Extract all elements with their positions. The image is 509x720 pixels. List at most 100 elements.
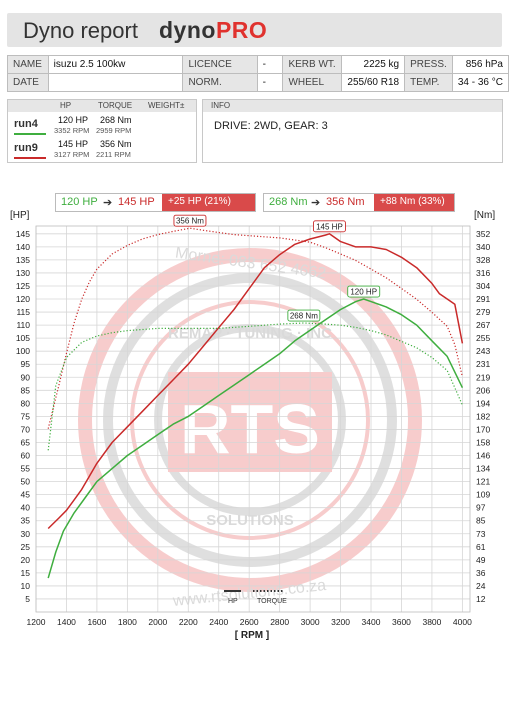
y-left-tick-label: 115 [16, 307, 30, 317]
y-right-tick-label: 340 [476, 242, 490, 252]
y-left-tick-label: 20 [21, 555, 31, 565]
y-left-tick-label: 15 [21, 568, 31, 578]
y-right-tick-label: 231 [476, 359, 490, 369]
run9-name[interactable]: run9 [14, 142, 38, 154]
chart-grid [35, 225, 471, 613]
x-tick-label: 3000 [301, 617, 320, 627]
legend-hp: HP [228, 598, 238, 605]
run9-hp-line [47, 233, 464, 530]
brand-logo: dynoPRO [159, 17, 267, 44]
torque-delta: +88 Nm (33%) [380, 196, 445, 207]
y-right-tick-label: 182 [476, 411, 490, 421]
chart-legend: HP TORQUE [224, 590, 287, 605]
torque-arrow-icon: ➔ [311, 197, 321, 209]
y-right-tick-label: 219 [476, 372, 490, 382]
col-weight-header: WEIGHT± [148, 101, 185, 110]
y-right-tick-label: 194 [476, 398, 490, 408]
press-label: PRESS. [404, 55, 453, 74]
kerb-value: 2225 kg [341, 55, 406, 74]
x-axis-label: [ RPM ] [235, 630, 269, 641]
y-right-tick-label: 304 [476, 281, 490, 291]
y-right-tick-label: 316 [476, 268, 490, 278]
x-tick-label: 2600 [240, 617, 259, 627]
torque-from: 268 Nm [269, 196, 308, 208]
run4-color-swatch [14, 133, 46, 135]
y-right-tick-label: 97 [476, 503, 486, 513]
x-tick-label: 2800 [270, 617, 289, 627]
y-left-tick-label: 50 [21, 477, 31, 487]
run9-torque: 356 Nm [100, 139, 132, 149]
y-left-tick-label: 75 [21, 411, 31, 421]
runs-panel-header [8, 100, 196, 112]
run9-color-swatch [14, 157, 46, 159]
y-left-tick-label: 70 [21, 424, 31, 434]
name-label: NAME [7, 55, 49, 74]
y-left-tick-label: 110 [16, 320, 30, 330]
vehicle-info-table: NAME isuzu 2.5 100kw LICENCE - KERB WT. … [7, 55, 509, 92]
peak-annotation-box [287, 309, 321, 322]
runs-panel: HP TORQUE WEIGHT± run4 120 HP 3352 RPM 2… [7, 99, 197, 163]
watermark-logo-text: RTS [180, 390, 320, 468]
peak-annotation-label: 268 Nm [290, 312, 318, 321]
temp-label: TEMP. [404, 73, 453, 92]
report-header: Dyno report dynoPRO [7, 13, 502, 47]
y-left-tick-label: 55 [21, 464, 31, 474]
y-left-tick-label: 10 [21, 581, 31, 591]
y-right-tick-label: 24 [476, 581, 486, 591]
date-value [47, 73, 184, 92]
norm-label: NORM. [182, 73, 258, 92]
peak-annotation-label: 145 HP [316, 222, 343, 231]
col-torque-header: TORQUE [98, 101, 133, 110]
temp-value: 34 - 36 °C [451, 73, 509, 92]
licence-value: - [256, 55, 284, 74]
run4-torque-rpm: 2959 RPM [96, 126, 132, 135]
hp-delta: +25 HP (21%) [168, 196, 231, 207]
chart-series [47, 227, 464, 579]
peak-annotation-box [347, 285, 381, 298]
y-left-tick-label: 120 [16, 294, 30, 304]
x-tick-label: 1800 [118, 617, 137, 627]
y-right-tick-label: 255 [476, 333, 490, 343]
peak-annotation-label: 356 Nm [176, 217, 204, 226]
y-right-tick-label: 267 [476, 320, 490, 330]
run4-torque: 268 Nm [100, 115, 132, 125]
y-left-tick-label: 125 [16, 281, 30, 291]
y-left-tick-label: 40 [21, 503, 31, 513]
run4-hp-line [47, 298, 464, 579]
x-tick-label: 3800 [422, 617, 441, 627]
y-left-tick-label: 145 [16, 229, 30, 239]
run4-name[interactable]: run4 [14, 118, 38, 130]
y-left-tick-label: 95 [21, 359, 31, 369]
y-left-tick-label: 100 [16, 346, 30, 356]
y-right-tick-label: 158 [476, 437, 490, 447]
name-value: isuzu 2.5 100kw [47, 55, 184, 74]
plot-area-border [35, 225, 471, 613]
wheel-label: WHEEL [282, 73, 343, 92]
x-tick-label: 1600 [87, 617, 106, 627]
y-left-tick-label: 105 [16, 333, 30, 343]
x-tick-label: 2200 [179, 617, 198, 627]
info-text: DRIVE: 2WD, GEAR: 3 [214, 120, 328, 132]
torque-to: 356 Nm [326, 196, 365, 208]
y-right-tick-label: 328 [476, 255, 490, 265]
chart-ticks: 5 12 10 24 15 36 20 49 25 61 30 73 35 85 40 97 45 109 50 12… [16, 229, 491, 627]
run9-hp: 145 HP [58, 139, 89, 149]
y-right-tick-label: 49 [476, 555, 486, 565]
hp-to: 145 HP [118, 196, 155, 208]
y-right-tick-label: 206 [476, 385, 490, 395]
y-left-tick-label: 130 [16, 268, 30, 278]
x-tick-label: 1200 [27, 617, 46, 627]
y-right-tick-label: 73 [476, 529, 486, 539]
peak-annotation-box [173, 214, 207, 227]
brand-logo-dyno: dyno [159, 17, 216, 43]
y-left-axis-label: [HP] [10, 210, 30, 221]
y-right-tick-label: 170 [476, 424, 490, 434]
run4-torque-line [47, 322, 463, 451]
y-right-tick-label: 134 [476, 464, 490, 474]
y-left-tick-label: 80 [21, 398, 31, 408]
y-left-tick-label: 135 [16, 255, 30, 265]
run4-hp-rpm: 3352 RPM [54, 126, 90, 135]
y-right-tick-label: 12 [476, 594, 486, 604]
